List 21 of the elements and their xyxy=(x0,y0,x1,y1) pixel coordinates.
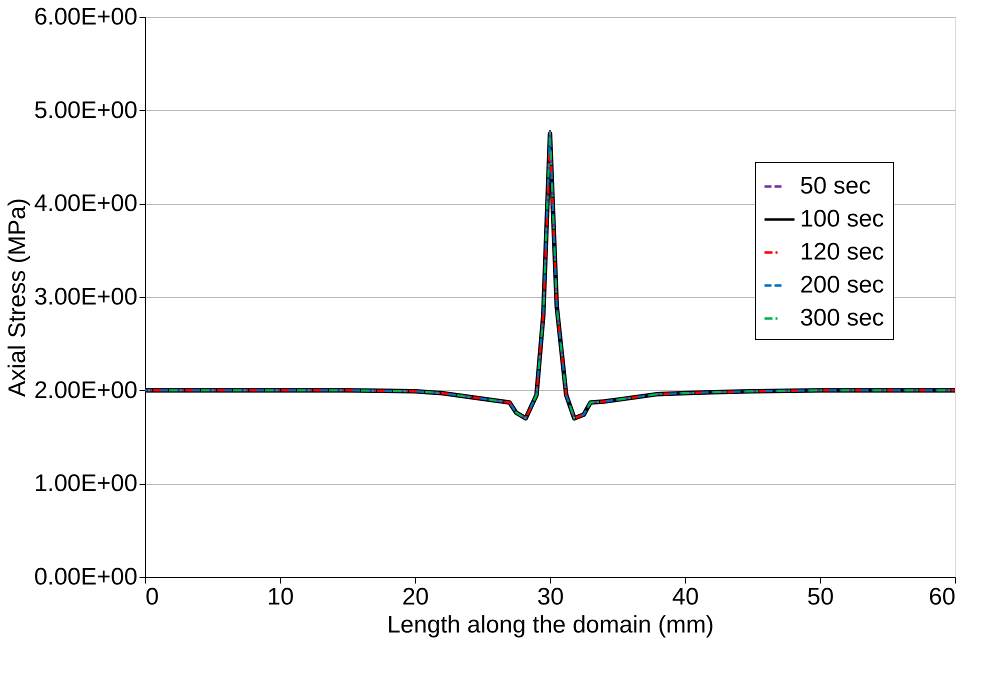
x-tick-label: 30 xyxy=(537,584,564,610)
x-axis-title: Length along the domain (mm) xyxy=(387,612,714,638)
legend-label: 200 sec xyxy=(800,272,884,298)
y-tick-label: 2.00E+00 xyxy=(34,376,138,404)
y-tick-label: 4.00E+00 xyxy=(34,190,138,218)
legend-label: 300 sec xyxy=(800,304,884,332)
x-tick-label: 60 xyxy=(928,584,956,610)
legend-label: 120 sec xyxy=(800,238,884,266)
y-tick-label: 3.00E+00 xyxy=(34,284,138,310)
x-tick-label: 0 xyxy=(146,584,159,610)
legend-label: 100 sec xyxy=(800,206,884,232)
y-tick-label: 5.00E+00 xyxy=(34,96,138,124)
y-tick-label: 1.00E+00 xyxy=(34,470,138,498)
y-tick-label: 6.00E+00 xyxy=(34,4,138,30)
y-axis-title: Axial Stress (MPa) xyxy=(4,198,32,397)
legend-label: 50 sec xyxy=(800,172,871,200)
x-tick-label: 10 xyxy=(267,584,294,610)
x-tick-label: 40 xyxy=(672,584,699,610)
x-tick-label: 20 xyxy=(402,584,429,610)
y-tick-label: 0.00E+00 xyxy=(34,564,138,590)
x-tick-label: 50 xyxy=(807,584,834,610)
